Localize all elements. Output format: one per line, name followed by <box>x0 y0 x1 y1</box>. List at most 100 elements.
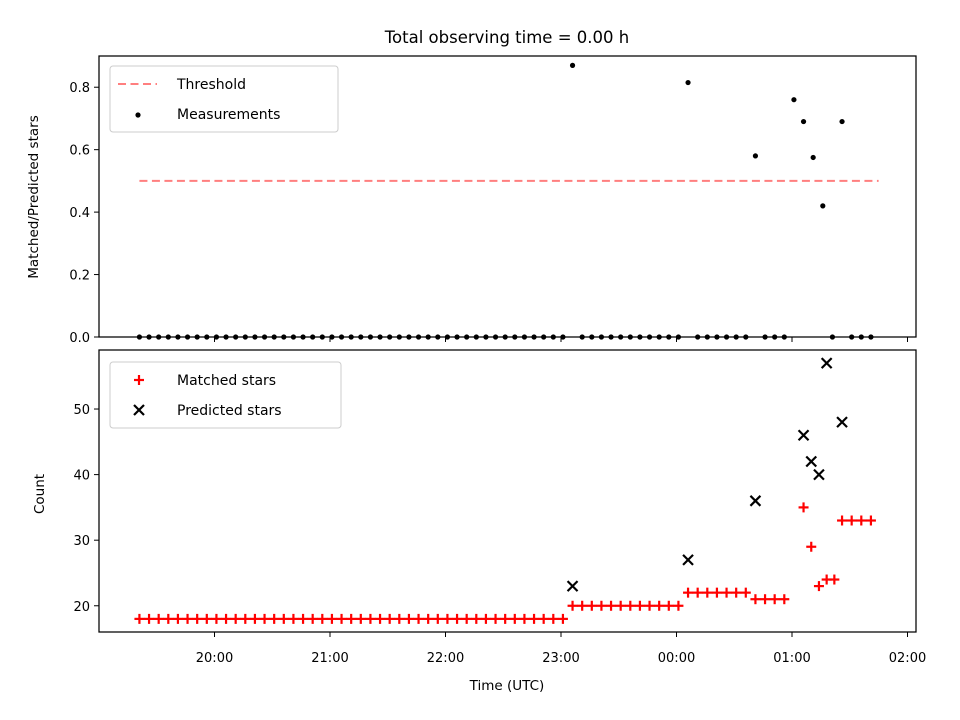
matched-star-point <box>654 600 665 611</box>
matched-star-point <box>846 515 857 526</box>
matched-star-point <box>278 613 289 624</box>
matched-star-point <box>663 600 674 611</box>
matched-star-point <box>731 587 742 598</box>
matched-star-point <box>336 613 347 624</box>
matched-star-point <box>461 613 472 624</box>
x-tick-label: 01:00 <box>773 651 810 666</box>
top-x-ticks <box>214 337 908 342</box>
top-plot-frame <box>98 55 917 338</box>
matched-star-point <box>798 502 809 513</box>
matched-star-point <box>644 600 655 611</box>
top-y-tick-label: 0.2 <box>69 269 90 284</box>
matched-star-point <box>721 587 732 598</box>
matched-star-point <box>702 587 713 598</box>
x-tick-label: 23:00 <box>542 651 579 666</box>
matched-star-point <box>394 613 405 624</box>
matched-star-point <box>548 613 559 624</box>
matched-star-point <box>711 587 722 598</box>
legend-predicted-marker <box>133 404 145 416</box>
matched-star-point <box>365 613 376 624</box>
matched-star-point <box>692 587 703 598</box>
bottom-plot-frame <box>98 349 917 633</box>
x-axis-label: Time (UTC) <box>469 678 545 694</box>
matched-star-point <box>856 515 867 526</box>
measurement-point <box>569 62 576 68</box>
bottom-y-tick-label: 20 <box>73 600 90 615</box>
bottom-y-tick-label: 50 <box>73 403 90 418</box>
matched-star-point <box>538 613 549 624</box>
matched-star-point <box>490 613 501 624</box>
matched-star-point <box>865 515 876 526</box>
chart-title: Total observing time = 0.00 h <box>384 28 629 47</box>
matched-star-point <box>577 600 588 611</box>
top-y-tick-label: 0.6 <box>69 144 90 159</box>
legend-predicted-swatch <box>133 404 145 416</box>
predicted-star-point <box>749 495 762 507</box>
predicted-stars-series <box>566 357 848 592</box>
matched-star-point <box>240 613 251 624</box>
matched-star-point <box>201 613 212 624</box>
bottom-y-tick-label: 40 <box>73 469 90 484</box>
top-y-tick-label: 0.0 <box>69 331 90 346</box>
bottom-y-ticks: 20 30 40 50 <box>73 403 99 615</box>
predicted-star-point <box>797 429 810 442</box>
matched-star-point <box>529 613 540 624</box>
matched-star-point <box>259 613 270 624</box>
matched-star-point <box>307 613 318 624</box>
predicted-star-point <box>566 580 579 592</box>
measurement-point <box>820 203 826 209</box>
matched-star-point <box>423 613 434 624</box>
matched-star-point <box>813 581 824 592</box>
matched-star-point <box>625 600 636 611</box>
matched-star-point <box>317 613 328 624</box>
matched-star-point <box>298 613 309 624</box>
matched-star-point <box>673 600 684 611</box>
matched-star-point <box>596 600 607 611</box>
top-y-tick-label: 0.4 <box>69 206 90 221</box>
matched-star-point <box>557 613 568 624</box>
x-tick-label: 21:00 <box>311 651 348 666</box>
legend-measurements-swatch <box>135 112 141 118</box>
x-tick-label: 02:00 <box>889 651 926 666</box>
predicted-star-point <box>805 455 818 468</box>
bottom-legend-box <box>109 361 342 429</box>
matched-star-point <box>355 613 366 624</box>
matched-star-point <box>288 613 299 624</box>
legend-matched-marker <box>134 375 144 385</box>
bottom-y-axis-label: Count <box>32 474 48 514</box>
matched-star-point <box>519 613 530 624</box>
predicted-star-point <box>836 416 848 428</box>
legend-matched-swatch <box>134 375 144 385</box>
top-y-tick-label: 0.8 <box>69 81 90 96</box>
matched-star-point <box>134 613 145 624</box>
x-tick-label: 20:00 <box>196 651 233 666</box>
matched-star-point <box>221 613 232 624</box>
measurement-point <box>800 118 807 125</box>
matched-star-point <box>230 613 241 624</box>
matched-star-point <box>740 587 751 598</box>
matched-star-point <box>606 600 617 611</box>
matched-star-point <box>769 594 780 605</box>
matched-star-point <box>326 613 337 624</box>
matched-star-point <box>211 613 222 624</box>
legend-threshold-label: Threshold <box>176 77 246 93</box>
matched-star-point <box>837 515 848 526</box>
legend-predicted-label: Predicted stars <box>177 403 282 419</box>
matched-star-point <box>634 600 645 611</box>
x-tick-label: 22:00 <box>427 651 464 666</box>
matched-star-point <box>182 613 193 624</box>
matched-star-point <box>509 613 520 624</box>
matched-star-point <box>452 613 463 624</box>
matched-star-point <box>480 613 491 624</box>
measurement-point <box>685 79 691 86</box>
top-y-axis-label: Matched/Predicted stars <box>26 115 42 278</box>
top-legend-box <box>109 65 339 133</box>
matched-star-point <box>683 587 694 598</box>
matched-star-point <box>806 541 817 552</box>
top-legend: Threshold Measurements <box>109 65 339 133</box>
matched-star-point <box>500 613 511 624</box>
matched-star-point <box>413 613 424 624</box>
legend-measurements-label: Measurements <box>177 107 280 123</box>
matched-star-point <box>615 600 626 611</box>
bottom-x-ticks: 20:00 21:00 22:00 23:00 00:00 01:00 02:00 <box>196 632 926 666</box>
